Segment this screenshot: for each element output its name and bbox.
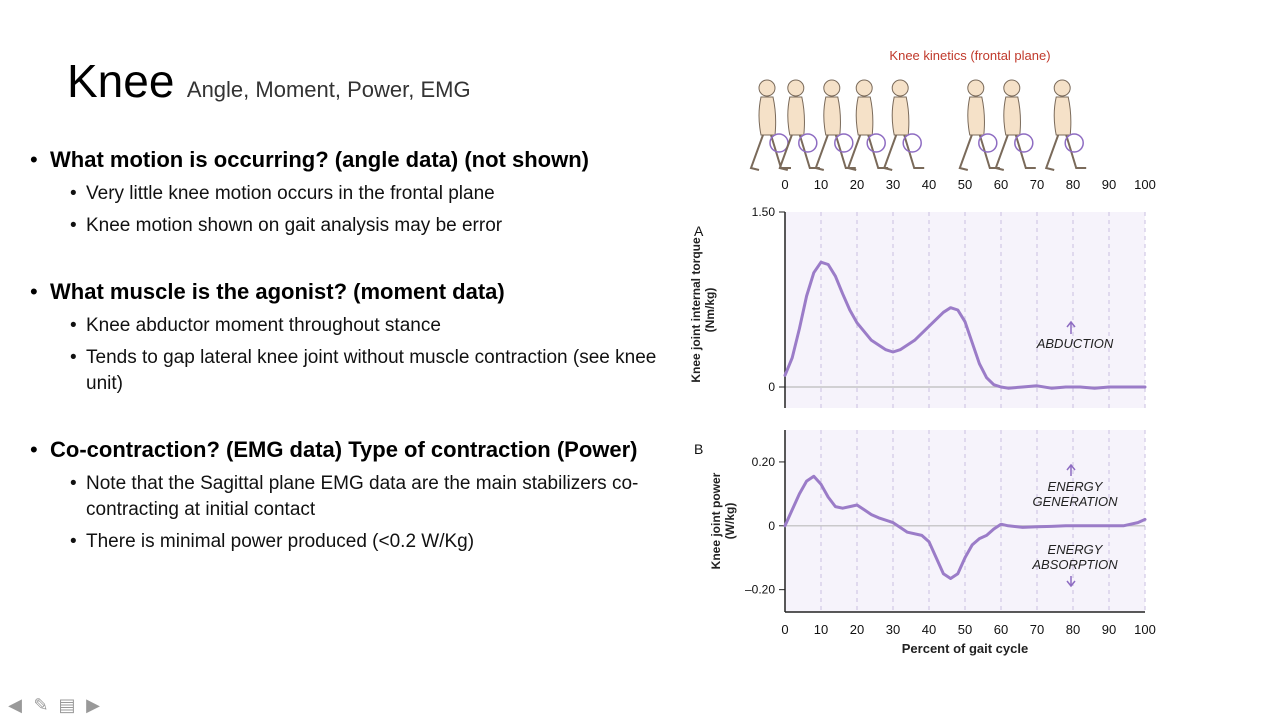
sub-bullet: • Note that the Sagittal plane EMG data a… — [70, 473, 639, 520]
section-agonist: • What muscle is the agonist? (moment dat… — [30, 277, 670, 397]
y-tick-label: 0.20 — [752, 455, 776, 469]
x-axis-label: Percent of gait cycle — [902, 641, 1028, 656]
walking-figure-icon — [994, 79, 1036, 171]
annotation-abduction: ABDUCTION — [1036, 336, 1114, 351]
panel-label: B — [694, 441, 703, 457]
title-main: Knee — [67, 55, 175, 107]
y-tick-label: 0 — [768, 519, 775, 533]
x-tick-label: 40 — [922, 622, 936, 637]
walking-figure-icon — [846, 79, 889, 171]
bullet-heading: • What motion is occurring? (angle data) … — [30, 147, 589, 172]
bullet-heading: • What muscle is the agonist? (moment dat… — [30, 279, 505, 304]
gait-tick-label: 0 — [781, 177, 788, 192]
walking-figures — [749, 79, 1087, 171]
knee-kinetics-figure: Knee kinetics (frontal plane) 0 10 20 30 40 5… — [689, 48, 1156, 656]
slide-title: Knee Angle, Moment, Power, EMG — [67, 54, 471, 108]
pen-icon[interactable]: ✎ — [33, 694, 49, 715]
y-axis-label: Knee joint power(W/kg) — [709, 472, 737, 569]
gait-tick-label: 70 — [1030, 177, 1044, 192]
x-tick-label: 10 — [814, 622, 828, 637]
walking-figure-icon — [778, 79, 820, 171]
title-subtitle: Angle, Moment, Power, EMG — [186, 77, 471, 102]
x-tick-label: 0 — [781, 622, 788, 637]
panel-b-power-chart: 0.20 0 –0.20 B Knee joint power(W/kg) 0 10 20 30… — [694, 430, 1156, 656]
x-tick-label: 50 — [958, 622, 972, 637]
x-tick-label: 70 — [1030, 622, 1044, 637]
gait-tick-label: 20 — [850, 177, 864, 192]
down-arrow-icon — [1066, 576, 1076, 588]
slide-navigation: ◀ ✎ ▤ ▶ — [4, 694, 104, 716]
gait-tick-label: 90 — [1102, 177, 1116, 192]
bullet-heading: • Co-contraction? (EMG data) Type of cont… — [30, 437, 638, 462]
y-tick-label: 0 — [768, 380, 775, 394]
walking-figure-icon — [882, 79, 925, 171]
sub-bullet: • Knee abductor moment throughout stance — [70, 315, 441, 336]
menu-icon[interactable]: ▤ — [58, 694, 76, 715]
gait-phase-ticks: 0 10 20 30 40 50 60 70 80 90 100 — [781, 177, 1155, 192]
walking-figure-icon — [958, 79, 1000, 171]
annotation-energy-generation: ENERGY GENERATION — [1033, 479, 1119, 509]
sub-bullet: • Knee motion shown on gait analysis may … — [70, 215, 503, 236]
sub-bullet: • Tends to gap lateral knee joint without… — [70, 347, 657, 394]
walking-figure-icon — [1044, 79, 1087, 171]
next-slide-icon[interactable]: ▶ — [86, 694, 100, 715]
series-line — [783, 474, 1147, 580]
gait-tick-label: 40 — [922, 177, 936, 192]
y-tick-label: 1.50 — [752, 205, 776, 219]
gait-tick-label: 10 — [814, 177, 828, 192]
x-tick-label: 20 — [850, 622, 864, 637]
bullet-content: • What motion is occurring? (angle data) … — [30, 145, 670, 593]
section-cocontraction: • Co-contraction? (EMG data) Type of cont… — [30, 435, 670, 555]
prev-slide-icon[interactable]: ◀ — [8, 694, 22, 715]
series-line — [783, 260, 1147, 390]
x-tick-label: 90 — [1102, 622, 1116, 637]
gait-tick-label: 80 — [1066, 177, 1080, 192]
up-arrow-icon — [1066, 463, 1076, 476]
walking-figure-icon — [814, 79, 856, 171]
y-axis-label: Knee joint internal torque(Nm/kg) — [689, 237, 717, 383]
section-motion: • What motion is occurring? (angle data) … — [30, 145, 670, 239]
sub-bullet: • There is minimal power produced (<0.2 W… — [70, 531, 475, 552]
figure-title: Knee kinetics (frontal plane) — [889, 48, 1050, 63]
gait-tick-label: 60 — [994, 177, 1008, 192]
walking-figure-icon — [749, 79, 791, 171]
y-tick-label: –0.20 — [745, 583, 775, 597]
x-tick-label: 30 — [886, 622, 900, 637]
x-tick-label: 60 — [994, 622, 1008, 637]
sub-bullet: • Very little knee motion occurs in the f… — [70, 183, 495, 204]
x-tick-label: 80 — [1066, 622, 1080, 637]
gait-tick-label: 30 — [886, 177, 900, 192]
x-tick-label: 100 — [1134, 622, 1156, 637]
gait-tick-label: 50 — [958, 177, 972, 192]
panel-label: A — [694, 223, 704, 239]
gait-tick-label: 100 — [1134, 177, 1156, 192]
up-arrow-icon — [1066, 320, 1076, 334]
annotation-energy-absorption: ENERGY ABSORPTION — [1031, 542, 1118, 572]
